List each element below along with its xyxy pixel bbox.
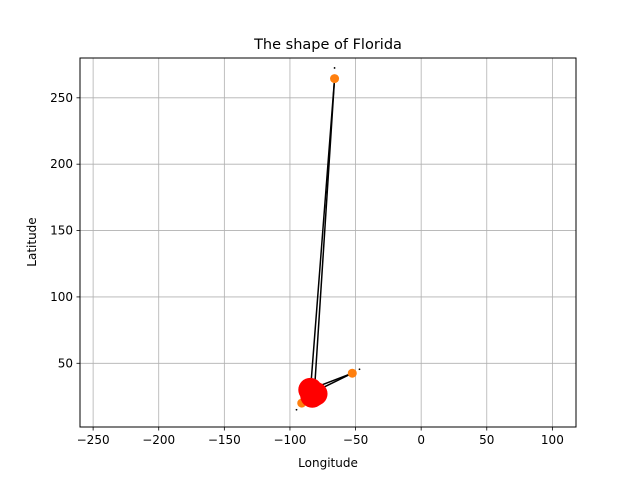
x-tick-label: −100 — [273, 433, 306, 447]
x-tick-label: −150 — [208, 433, 241, 447]
y-tick-label: 100 — [50, 290, 73, 304]
x-tick-label: −200 — [142, 433, 175, 447]
large-point — [300, 383, 325, 408]
y-tick-label: 250 — [50, 91, 73, 105]
x-tick-label: 50 — [479, 433, 494, 447]
small-point — [330, 74, 340, 84]
axis-ticks: −250 −200 −150 −100 −50 0 50 100 50 100 150 200 250 — [50, 91, 564, 447]
x-tick-label: 0 — [417, 433, 425, 447]
x-tick-label: −250 — [77, 433, 110, 447]
point-marker-dot — [333, 67, 336, 69]
point-marker-dot — [295, 408, 298, 411]
point-marker-dot — [358, 368, 361, 371]
x-tick-label: −50 — [343, 433, 368, 447]
y-axis-label: Latitude — [25, 217, 39, 266]
chart-title: The shape of Florida — [253, 37, 402, 53]
y-tick-label: 200 — [50, 157, 73, 171]
small-point — [347, 368, 357, 378]
x-axis-label: Longitude — [298, 456, 358, 470]
y-tick-label: 50 — [58, 356, 73, 370]
plot-frame — [79, 57, 577, 428]
series-line — [313, 77, 336, 393]
plot-data — [295, 67, 361, 411]
x-tick-label: 100 — [541, 433, 564, 447]
y-tick-label: 150 — [50, 224, 73, 238]
grid — [80, 58, 576, 427]
